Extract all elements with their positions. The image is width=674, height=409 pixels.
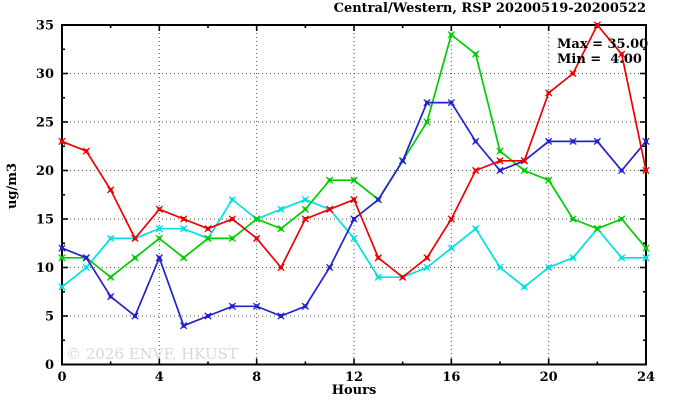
plot-content: 0 4 8 12 16 20 24 0 5 10 15 20 25 30 35 xyxy=(36,19,655,386)
legend-max-label: Max = 35.00 xyxy=(557,37,648,52)
chart-title: Central/Western, RSP 20200519-20200522 xyxy=(334,1,646,16)
x-tick-label: 12 xyxy=(345,370,363,385)
y-tick-label: 25 xyxy=(36,116,54,131)
x-tick-label: 4 xyxy=(155,370,164,385)
series-red-marker-crosses xyxy=(58,21,650,281)
y-tick-label: 30 xyxy=(36,67,54,82)
series-red xyxy=(58,21,650,281)
x-tick-label: 8 xyxy=(252,370,261,385)
x-tick-label: 20 xyxy=(540,370,558,385)
y-tick-label: 15 xyxy=(36,213,54,228)
y-tick-label: 20 xyxy=(36,164,54,179)
y-tick-label: 10 xyxy=(36,261,54,276)
x-tick-label: 24 xyxy=(637,370,655,385)
y-tick-label: 35 xyxy=(36,19,54,34)
series-green xyxy=(58,31,650,281)
series-blue-line xyxy=(61,101,647,327)
y-tick-labels: 0 5 10 15 20 25 30 35 xyxy=(36,19,54,374)
x-tick-labels: 0 4 8 12 16 20 24 xyxy=(57,370,655,385)
x-tick-label: 16 xyxy=(442,370,460,385)
series-cyan-marker-crosses xyxy=(58,195,650,291)
series-green-marker-crosses xyxy=(58,31,650,281)
y-axis-label: ug/m3 xyxy=(5,163,20,209)
x-axis-label: Hours xyxy=(332,383,377,398)
watermark: © 2026 ENVF, HKUST xyxy=(66,345,238,363)
series-cyan-markers xyxy=(60,197,648,289)
plot-border xyxy=(61,24,647,366)
series-cyan xyxy=(58,195,650,291)
y-tick-label: 5 xyxy=(45,310,54,325)
series-green-line xyxy=(62,33,647,279)
x-tick-label: 0 xyxy=(57,370,66,385)
legend-min-label: Min = 4.00 xyxy=(557,52,642,67)
y-tick-label: 0 xyxy=(45,358,54,373)
